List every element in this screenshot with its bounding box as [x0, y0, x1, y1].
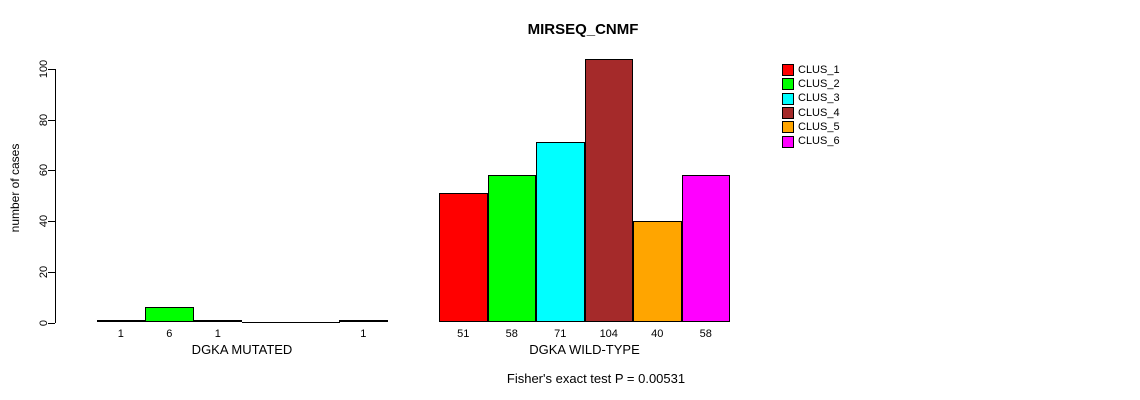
- legend-label: CLUS_6: [798, 135, 840, 148]
- fisher-test-annotation: Fisher's exact test P = 0.00531: [506, 371, 686, 386]
- bar-clus_6: [681, 175, 730, 323]
- y-axis: [55, 68, 56, 324]
- group-label: DGKA MUTATED: [191, 342, 293, 357]
- bar-clus_2: [487, 175, 536, 323]
- bar-clus_1: [439, 193, 488, 323]
- bar-clus_3: [193, 319, 242, 323]
- y-axis-label: number of cases: [8, 143, 22, 233]
- bar-clus_1: [96, 319, 145, 323]
- y-tick: [48, 221, 55, 223]
- bar-value-label: 51: [457, 328, 470, 340]
- y-tick: [48, 170, 55, 172]
- bar-value-label: 6: [166, 328, 173, 340]
- bar-zero-line: [290, 321, 340, 323]
- legend-label: CLUS_5: [798, 120, 840, 133]
- legend-item: CLUS_4: [782, 106, 840, 120]
- legend-label: CLUS_4: [798, 106, 840, 119]
- bar-value-label: 1: [117, 328, 124, 340]
- group-label: DGKA WILD-TYPE: [529, 342, 640, 357]
- y-tick: [48, 119, 55, 121]
- bar-value-label: 58: [699, 328, 712, 340]
- legend-swatch-clus_2: [782, 78, 794, 91]
- bar-clus_2: [145, 307, 194, 323]
- bar-value-label: 104: [599, 328, 618, 340]
- legend-item: CLUS_5: [782, 120, 840, 134]
- y-tick-label: 100: [38, 59, 50, 78]
- bar-value-label: 71: [554, 328, 567, 340]
- bar-value-label: 40: [651, 328, 664, 340]
- y-tick: [48, 271, 55, 273]
- y-tick: [48, 322, 55, 324]
- legend-swatch-clus_3: [782, 92, 794, 105]
- bar-zero-line: [242, 321, 292, 323]
- chart-title: MIRSEQ_CNMF: [527, 21, 639, 38]
- legend-label: CLUS_3: [798, 92, 840, 105]
- legend-label: CLUS_2: [798, 77, 840, 90]
- bar-clus_6: [339, 319, 388, 323]
- bar-value-label: 1: [214, 328, 221, 340]
- legend-item: CLUS_1: [782, 63, 840, 77]
- legend-swatch-clus_5: [782, 121, 794, 134]
- y-tick-label: 60: [38, 164, 50, 177]
- legend: CLUS_1 CLUS_2 CLUS_3 CLUS_4 CLUS_5 CLUS_6: [782, 63, 840, 149]
- y-tick: [48, 68, 55, 70]
- bar-clus_3: [536, 142, 585, 323]
- legend-swatch-clus_1: [782, 64, 794, 77]
- y-tick-label: 80: [38, 113, 50, 126]
- legend-item: CLUS_2: [782, 77, 840, 91]
- legend-swatch-clus_4: [782, 107, 794, 120]
- legend-swatch-clus_6: [782, 135, 794, 148]
- legend-item: CLUS_3: [782, 92, 840, 106]
- y-tick-label: 0: [38, 319, 50, 326]
- legend-item: CLUS_6: [782, 135, 840, 149]
- bar-value-label: 1: [360, 328, 367, 340]
- legend-label: CLUS_1: [798, 63, 840, 76]
- y-tick-label: 20: [38, 265, 50, 278]
- bar-clus_5: [633, 221, 682, 323]
- bar-clus_4: [584, 58, 633, 323]
- y-tick-label: 40: [38, 214, 50, 228]
- bar-value-label: 58: [505, 328, 518, 340]
